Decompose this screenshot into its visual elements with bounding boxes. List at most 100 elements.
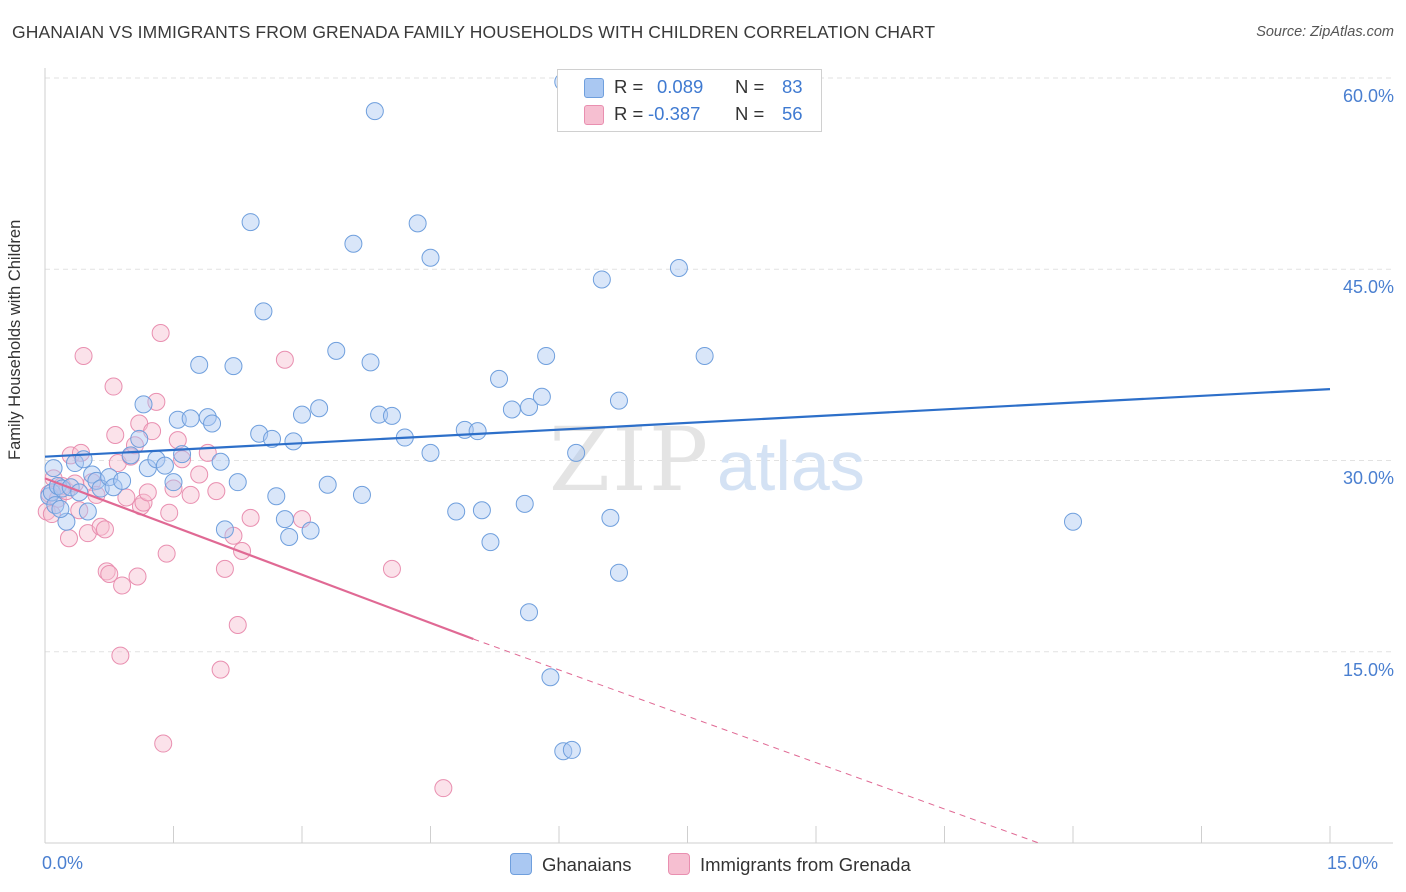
point-grenada bbox=[74, 346, 93, 365]
correlation-legend: R = 0.089 N = 83 R = -0.387 N = 56 bbox=[557, 69, 822, 132]
point-ghanaians bbox=[113, 471, 132, 490]
point-ghanaians bbox=[318, 475, 337, 494]
point-ghanaians bbox=[592, 270, 611, 289]
y-tick-label-60: 60.0% bbox=[1342, 86, 1394, 106]
legend-label-grenada: Immigrants from Grenada bbox=[700, 854, 911, 875]
point-grenada bbox=[157, 544, 176, 563]
point-grenada bbox=[211, 660, 230, 679]
point-grenada bbox=[154, 734, 173, 753]
point-ghanaians bbox=[567, 443, 586, 462]
series-ghanaians-points bbox=[40, 72, 1082, 761]
point-ghanaians bbox=[263, 429, 282, 448]
point-ghanaians bbox=[382, 406, 401, 425]
point-ghanaians bbox=[361, 353, 380, 372]
trend-line-grenada-extension bbox=[473, 638, 1039, 844]
point-ghanaians bbox=[130, 429, 149, 448]
point-grenada bbox=[128, 567, 147, 586]
source-label: Source: ZipAtlas.com bbox=[1256, 24, 1394, 40]
legend-n-label: N = bbox=[735, 103, 765, 124]
point-grenada bbox=[241, 508, 260, 527]
point-grenada bbox=[207, 482, 226, 501]
point-ghanaians bbox=[472, 501, 491, 520]
point-ghanaians bbox=[532, 387, 551, 406]
point-ghanaians bbox=[695, 346, 714, 365]
point-ghanaians bbox=[481, 533, 500, 552]
point-ghanaians bbox=[51, 499, 70, 518]
point-grenada bbox=[382, 559, 401, 578]
point-ghanaians bbox=[44, 459, 63, 478]
point-ghanaians bbox=[284, 432, 303, 451]
y-tick-label-15: 15.0% bbox=[1342, 660, 1394, 680]
point-ghanaians bbox=[408, 214, 427, 233]
legend-swatch-pink bbox=[584, 105, 604, 125]
point-grenada bbox=[434, 779, 453, 798]
point-ghanaians bbox=[181, 409, 200, 428]
point-grenada bbox=[111, 646, 130, 665]
point-grenada bbox=[134, 493, 153, 512]
legend-n-value: 56 bbox=[782, 103, 803, 124]
series-grenada-points bbox=[37, 324, 453, 798]
watermark-atlas: atlas bbox=[717, 427, 865, 505]
point-grenada bbox=[275, 350, 294, 369]
point-grenada bbox=[233, 542, 252, 561]
point-ghanaians bbox=[502, 400, 521, 419]
point-grenada bbox=[100, 564, 119, 583]
point-ghanaians bbox=[669, 258, 688, 277]
gridlines bbox=[45, 77, 1393, 653]
point-ghanaians bbox=[134, 395, 153, 414]
point-ghanaians bbox=[562, 740, 581, 759]
point-ghanaians bbox=[327, 341, 346, 360]
legend-label-ghanaians: Ghanaians bbox=[542, 854, 632, 875]
point-ghanaians bbox=[541, 668, 560, 687]
legend-r-label: R = bbox=[614, 103, 644, 124]
legend-swatch-blue bbox=[584, 78, 604, 98]
point-ghanaians bbox=[254, 302, 273, 321]
point-ghanaians bbox=[1064, 512, 1082, 531]
watermark: ZIP atlas bbox=[549, 408, 865, 511]
point-ghanaians bbox=[190, 355, 209, 374]
point-ghanaians bbox=[301, 521, 320, 540]
point-grenada bbox=[104, 377, 123, 396]
point-ghanaians bbox=[228, 473, 247, 492]
point-ghanaians bbox=[490, 369, 509, 388]
point-ghanaians bbox=[241, 213, 260, 232]
point-ghanaians bbox=[468, 422, 487, 441]
point-ghanaians bbox=[121, 446, 140, 465]
point-grenada bbox=[190, 465, 209, 484]
point-grenada bbox=[173, 450, 192, 469]
point-ghanaians bbox=[211, 452, 230, 471]
point-ghanaians bbox=[515, 494, 534, 513]
point-grenada bbox=[97, 562, 116, 581]
point-ghanaians bbox=[520, 397, 539, 416]
point-grenada bbox=[151, 324, 170, 342]
point-ghanaians bbox=[609, 563, 628, 582]
point-ghanaians bbox=[310, 399, 329, 418]
point-ghanaians bbox=[164, 473, 183, 492]
y-tick-label-45: 45.0% bbox=[1342, 277, 1394, 297]
point-ghanaians bbox=[155, 456, 174, 475]
point-grenada bbox=[117, 488, 136, 507]
point-ghanaians bbox=[601, 508, 620, 527]
legend-n-label: N = bbox=[735, 76, 765, 97]
point-ghanaians bbox=[344, 234, 363, 253]
point-ghanaians bbox=[224, 357, 243, 376]
point-grenada bbox=[113, 576, 132, 595]
point-ghanaians bbox=[421, 248, 440, 267]
point-ghanaians bbox=[447, 502, 466, 521]
point-ghanaians bbox=[421, 443, 440, 462]
point-ghanaians bbox=[203, 414, 222, 433]
point-ghanaians bbox=[293, 405, 311, 424]
point-grenada bbox=[215, 559, 234, 578]
x-tick-label-max: 15.0% bbox=[1327, 853, 1379, 873]
point-ghanaians bbox=[275, 510, 294, 529]
point-ghanaians bbox=[370, 405, 389, 424]
point-grenada bbox=[160, 503, 179, 522]
point-ghanaians bbox=[215, 520, 234, 539]
point-grenada bbox=[138, 483, 157, 502]
y-tick-label-30: 30.0% bbox=[1342, 468, 1394, 488]
legend-r-value: -0.387 bbox=[648, 103, 701, 124]
y-axis-label: Family Households with Children bbox=[6, 219, 24, 460]
legend-swatch-pink bbox=[668, 853, 690, 875]
axes bbox=[44, 68, 1393, 844]
chart-title: GHANAIAN VS IMMIGRANTS FROM GRENADA FAMI… bbox=[12, 22, 936, 42]
